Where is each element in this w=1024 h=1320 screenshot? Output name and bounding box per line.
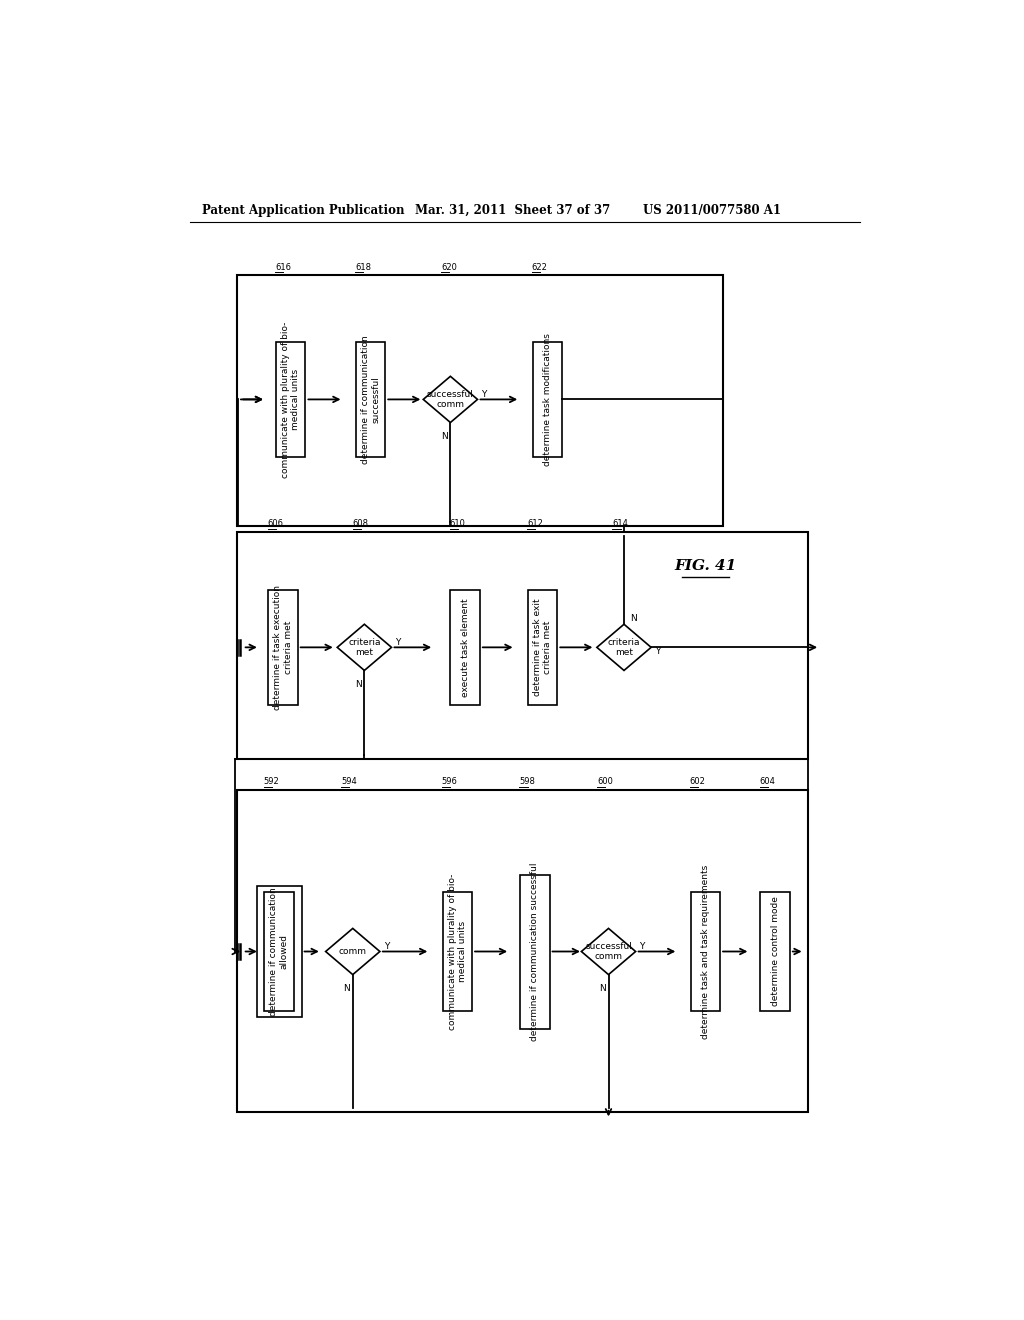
Text: 604: 604 xyxy=(760,777,775,785)
Text: 592: 592 xyxy=(263,777,280,785)
Text: criteria
met: criteria met xyxy=(608,638,640,657)
Bar xyxy=(237,789,809,1111)
Text: N: N xyxy=(630,614,637,623)
Text: determine if task execution
criteria met: determine if task execution criteria met xyxy=(273,585,293,710)
Text: N: N xyxy=(343,983,350,993)
Text: successful
comm: successful comm xyxy=(585,941,632,961)
Bar xyxy=(520,874,550,1028)
Bar xyxy=(257,886,302,1018)
Text: 602: 602 xyxy=(690,777,706,785)
Text: 600: 600 xyxy=(597,777,612,785)
Text: Y: Y xyxy=(395,639,400,647)
Text: 610: 610 xyxy=(450,519,466,528)
Text: 596: 596 xyxy=(442,777,458,785)
Polygon shape xyxy=(423,376,477,422)
Text: 620: 620 xyxy=(441,263,457,272)
Bar xyxy=(442,892,472,1011)
Polygon shape xyxy=(326,928,380,974)
Bar xyxy=(264,892,294,1011)
Bar xyxy=(268,590,298,705)
Text: N: N xyxy=(354,680,361,689)
Text: determine if communication
allowed: determine if communication allowed xyxy=(269,887,289,1016)
Bar xyxy=(451,590,480,705)
Text: determine task and task requirements: determine task and task requirements xyxy=(700,865,710,1039)
Bar xyxy=(356,342,385,457)
Text: Y: Y xyxy=(384,942,389,952)
Text: 606: 606 xyxy=(267,519,284,528)
Text: communicate with plurality of bio-
medical units: communicate with plurality of bio- medic… xyxy=(281,321,300,478)
Bar xyxy=(237,532,809,759)
Bar xyxy=(761,892,790,1011)
Text: determine if communication
successful: determine if communication successful xyxy=(360,335,380,463)
Polygon shape xyxy=(582,928,636,974)
Polygon shape xyxy=(597,624,651,671)
Text: communicate with plurality of bio-
medical units: communicate with plurality of bio- medic… xyxy=(447,874,467,1030)
Text: 598: 598 xyxy=(519,777,536,785)
Text: 616: 616 xyxy=(275,263,291,272)
Polygon shape xyxy=(337,624,391,671)
Text: Y: Y xyxy=(655,648,660,656)
Text: 594: 594 xyxy=(341,777,357,785)
Text: Y: Y xyxy=(481,391,486,399)
Text: 622: 622 xyxy=(531,263,548,272)
Text: comm: comm xyxy=(339,946,367,956)
Text: Y: Y xyxy=(640,942,645,952)
Text: 608: 608 xyxy=(352,519,369,528)
Bar xyxy=(237,276,723,525)
Bar xyxy=(532,342,562,457)
Text: 612: 612 xyxy=(527,519,543,528)
Text: FIG. 41: FIG. 41 xyxy=(674,560,736,573)
Bar xyxy=(276,342,305,457)
Text: determine if communication successful: determine if communication successful xyxy=(530,862,540,1040)
Text: US 2011/0077580 A1: US 2011/0077580 A1 xyxy=(643,205,781,218)
Text: 614: 614 xyxy=(612,519,629,528)
Bar xyxy=(690,892,720,1011)
Text: criteria
met: criteria met xyxy=(348,638,381,657)
Bar xyxy=(528,590,557,705)
Text: execute task element: execute task element xyxy=(461,598,470,697)
Text: N: N xyxy=(599,983,605,993)
Text: N: N xyxy=(440,432,447,441)
Text: determine task modifications: determine task modifications xyxy=(543,333,552,466)
Text: Patent Application Publication: Patent Application Publication xyxy=(202,205,404,218)
Text: determine if task exit
criteria met: determine if task exit criteria met xyxy=(532,598,552,696)
Text: successful
comm: successful comm xyxy=(427,389,474,409)
Text: Mar. 31, 2011  Sheet 37 of 37: Mar. 31, 2011 Sheet 37 of 37 xyxy=(415,205,610,218)
Text: 618: 618 xyxy=(355,263,371,272)
Text: determine control mode: determine control mode xyxy=(771,896,779,1006)
